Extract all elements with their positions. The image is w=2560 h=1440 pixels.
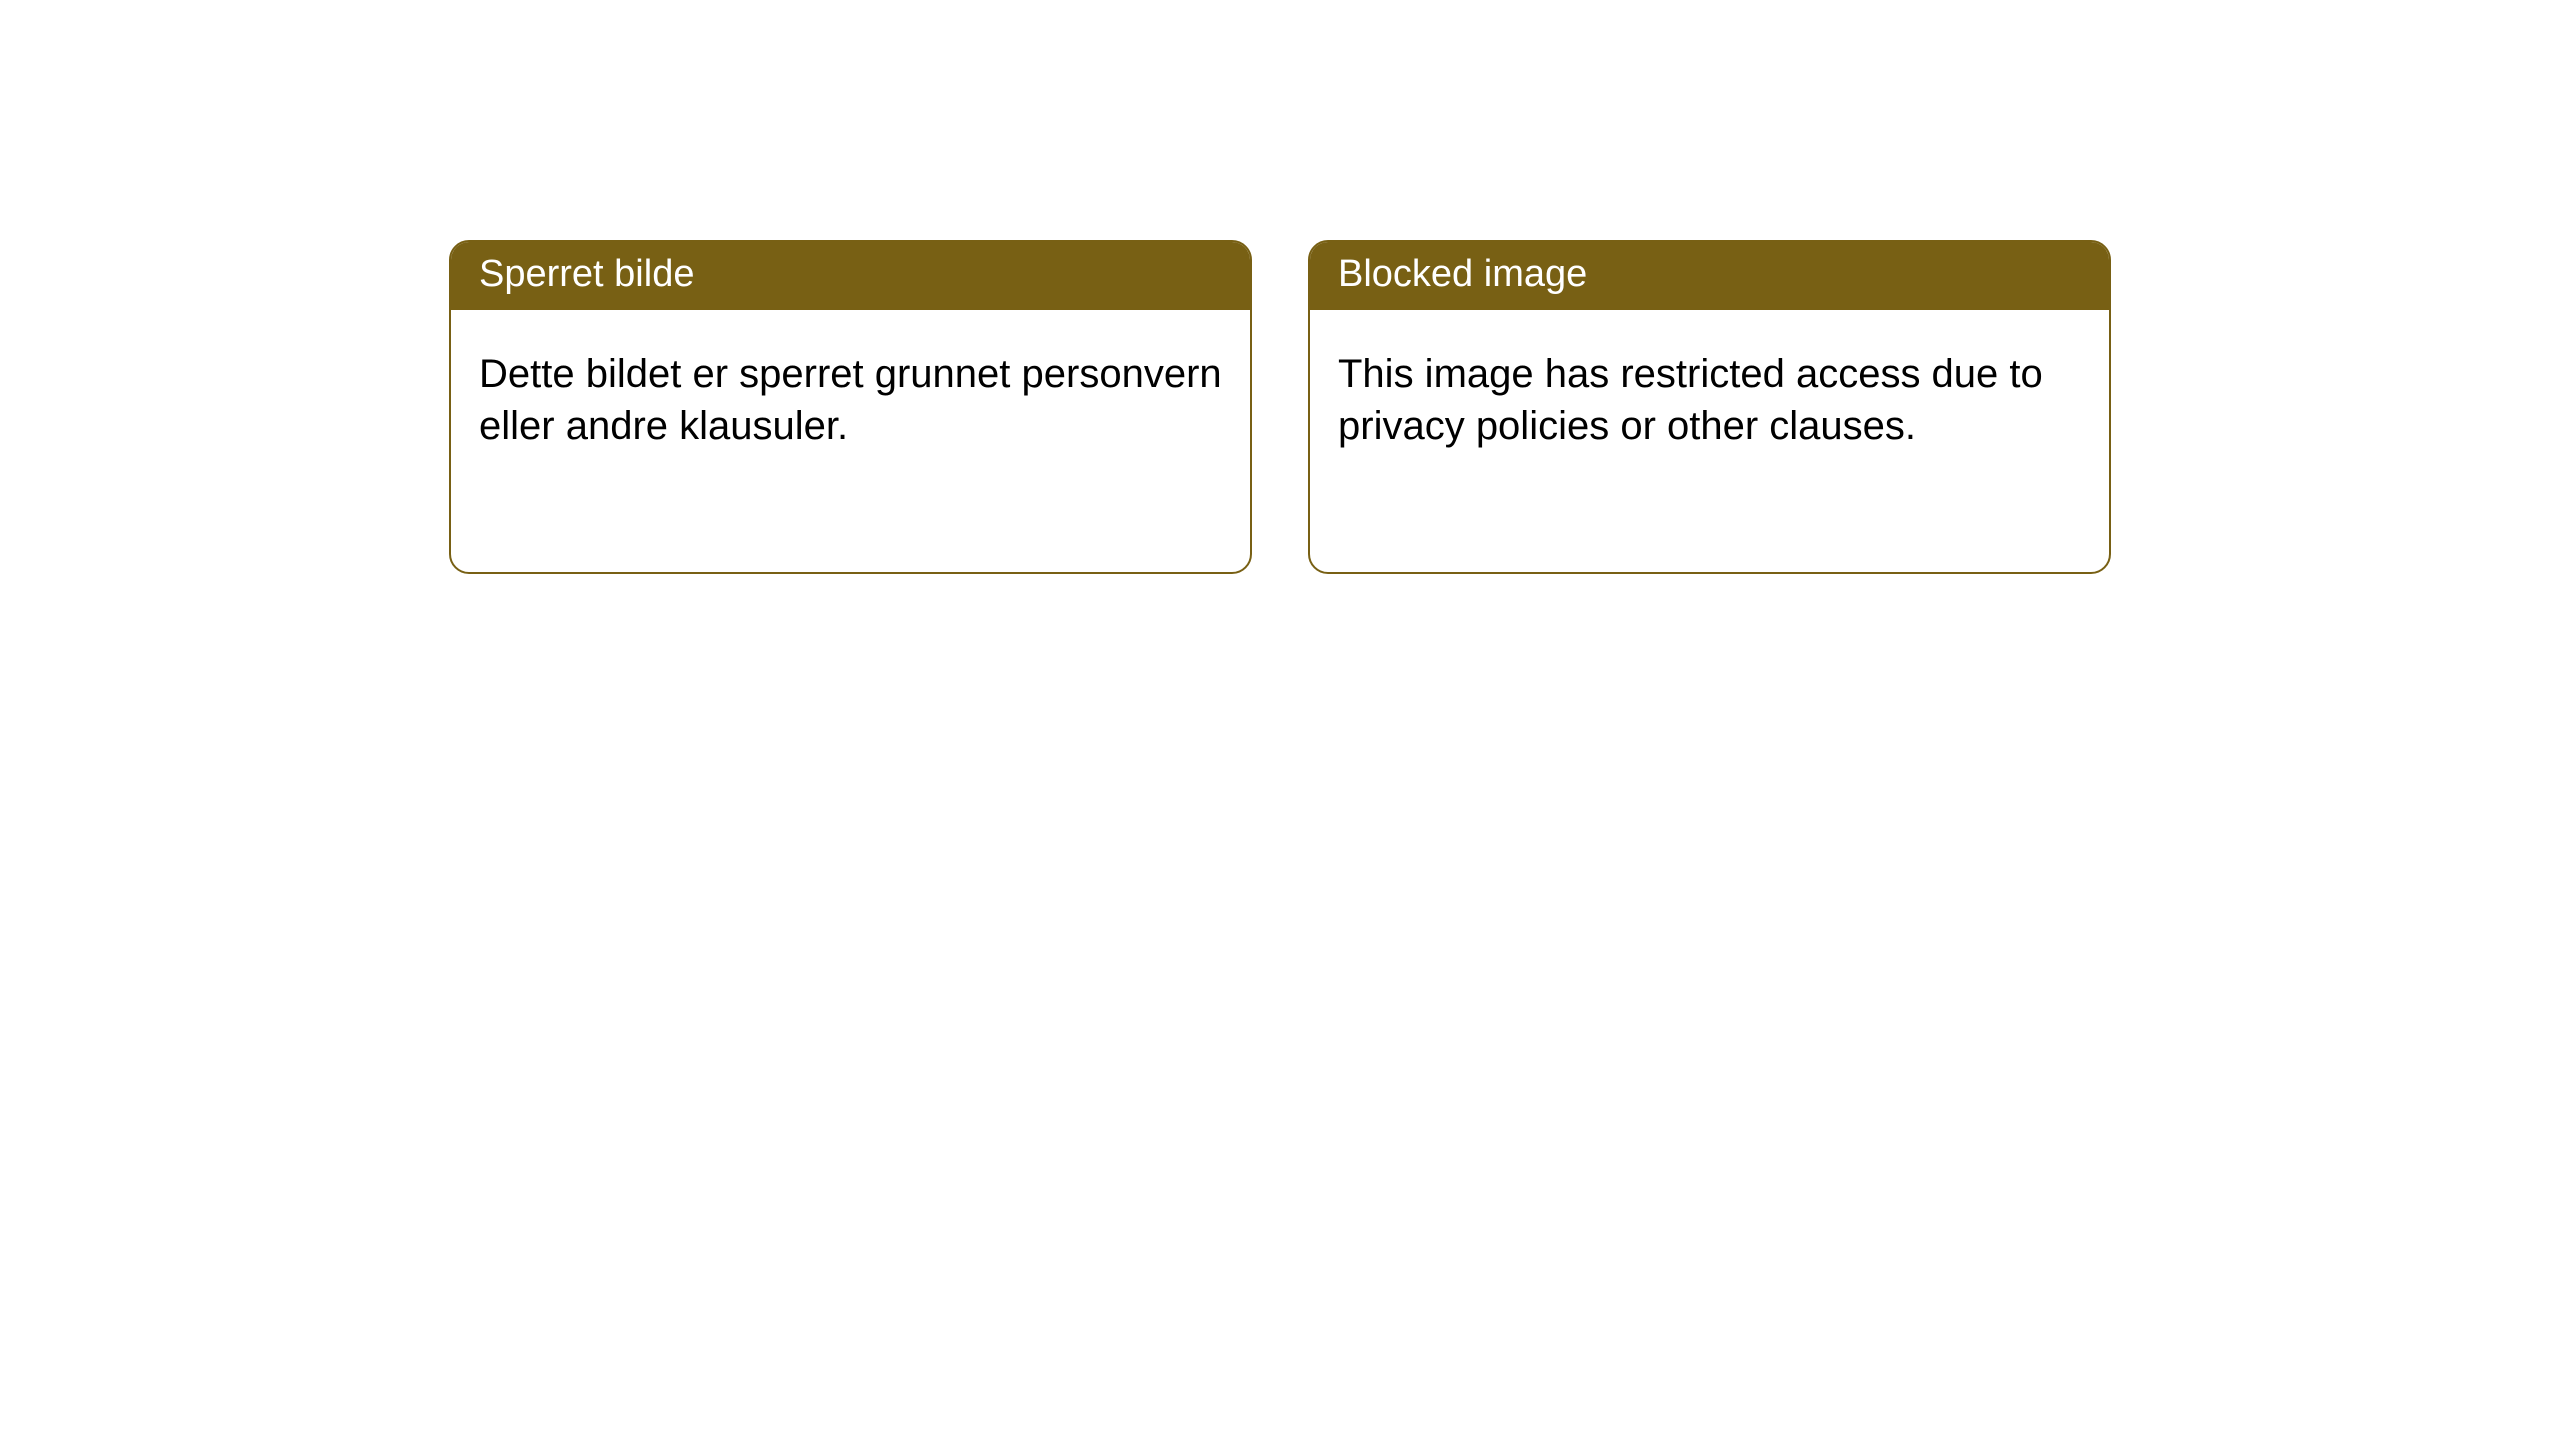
- notice-body-norwegian: Dette bildet er sperret grunnet personve…: [451, 310, 1250, 480]
- notice-title-norwegian: Sperret bilde: [451, 242, 1250, 310]
- notice-card-english: Blocked image This image has restricted …: [1308, 240, 2111, 574]
- notice-body-english: This image has restricted access due to …: [1310, 310, 2109, 480]
- notice-title-english: Blocked image: [1310, 242, 2109, 310]
- notice-card-norwegian: Sperret bilde Dette bildet er sperret gr…: [449, 240, 1252, 574]
- notice-container: Sperret bilde Dette bildet er sperret gr…: [0, 0, 2560, 574]
